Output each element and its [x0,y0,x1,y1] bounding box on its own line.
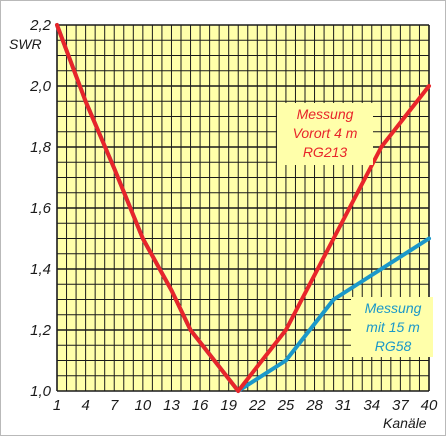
x-tick-label: 22 [248,397,266,414]
y-tick-label: 2,0 [29,78,52,95]
x-tick-label: 34 [363,397,380,414]
annotation-rg58-line2: mit 15 m [366,319,420,335]
annotation-rg58-bg [351,297,433,357]
tick-labels: 1 4 7 10 13 16 19 22 25 28 31 34 37 40 1,0 1,2 1,4 1,6 1,8… [29,17,438,414]
x-tick-label: 19 [220,397,237,414]
annotation-rg213-line1: Messung [297,106,354,122]
x-tick-label: 31 [335,397,352,414]
x-tick-label: 40 [421,397,438,414]
x-tick-label: 7 [110,397,119,414]
x-tick-label: 1 [53,397,61,414]
x-axis-label: Kanäle [383,415,427,431]
annotation-rg213-line3: RG213 [303,144,348,160]
x-tick-label: 28 [305,397,323,414]
y-tick-label: 1,8 [30,139,52,156]
y-axis-label: SWR [9,36,42,52]
annotation-rg58-line1: Messung [365,300,422,316]
y-tick-label: 1,2 [30,322,52,339]
x-tick-label: 10 [135,397,152,414]
y-tick-label: 1,0 [30,383,52,400]
series-layer [55,23,431,393]
x-tick-label: 4 [81,397,89,414]
annotation-rg58: Messung mit 15 m RG58 [351,297,433,357]
x-tick-label: 16 [192,397,209,414]
y-tick-label: 1,6 [30,200,52,217]
annotation-rg58-line3: RG58 [375,338,412,354]
y-tick-label: 2,2 [29,17,52,34]
y-tick-label: 1,4 [30,261,51,278]
x-tick-label: 13 [163,397,180,414]
annotation-rg213: Messung Vorort 4 m RG213 [277,103,373,165]
series-line-rg213 [55,23,431,393]
annotation-rg213-bg [277,103,373,165]
x-tick-label: 25 [277,397,295,414]
x-tick-label: 37 [392,397,409,414]
annotation-rg213-line2: Vorort 4 m [293,125,358,141]
